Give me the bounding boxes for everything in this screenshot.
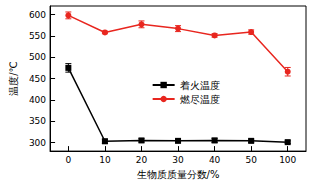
svg-text:500: 500 bbox=[29, 52, 46, 62]
svg-text:400: 400 bbox=[29, 95, 46, 105]
svg-text:450: 450 bbox=[29, 74, 46, 84]
svg-text:40: 40 bbox=[209, 155, 221, 165]
svg-text:300: 300 bbox=[29, 138, 46, 148]
svg-text:温度/℃: 温度/℃ bbox=[8, 61, 19, 96]
svg-text:20: 20 bbox=[136, 155, 148, 165]
svg-text:350: 350 bbox=[29, 116, 46, 126]
svg-text:着火温度: 着火温度 bbox=[180, 80, 220, 91]
svg-text:0: 0 bbox=[65, 155, 71, 165]
svg-text:燃尽温度: 燃尽温度 bbox=[180, 94, 220, 105]
svg-text:600: 600 bbox=[29, 10, 46, 20]
svg-text:550: 550 bbox=[29, 31, 46, 41]
svg-text:生物质质量分数/%: 生物质质量分数/% bbox=[137, 169, 220, 180]
svg-text:10: 10 bbox=[99, 155, 111, 165]
svg-text:50: 50 bbox=[245, 155, 257, 165]
svg-text:100: 100 bbox=[279, 155, 296, 165]
svg-text:30: 30 bbox=[172, 155, 184, 165]
